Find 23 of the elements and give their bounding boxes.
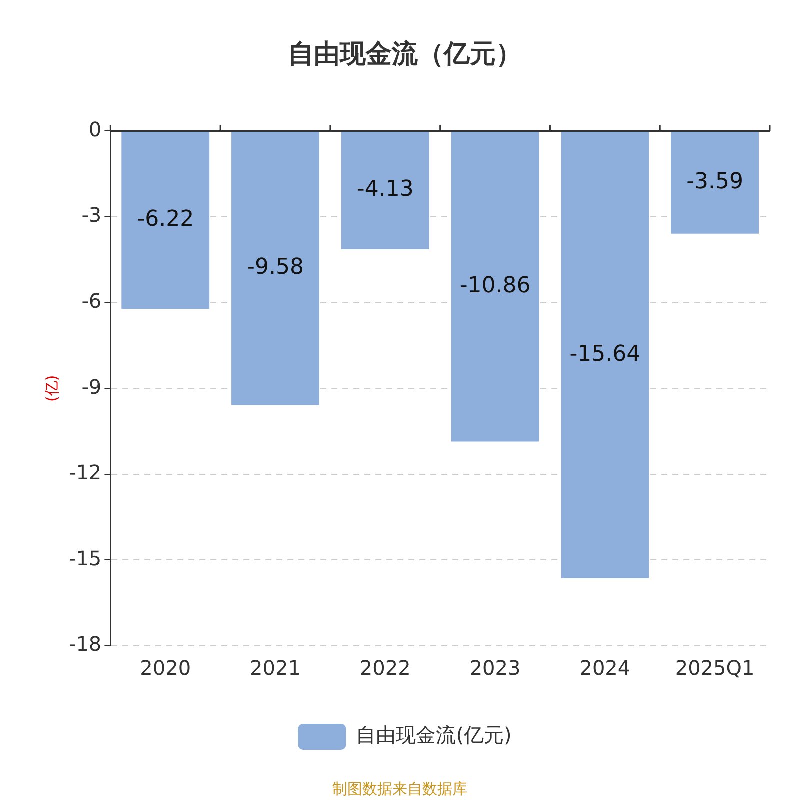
y-tick-label: 0 (88, 117, 102, 142)
y-tick-label: -3 (82, 203, 102, 228)
legend-label: 自由现金流(亿元) (356, 723, 512, 748)
x-tick-label: 2020 (140, 656, 192, 680)
data-label: -15.64 (570, 342, 641, 367)
y-tick-label: -15 (68, 546, 102, 570)
y-tick-label: -9 (82, 374, 102, 399)
data-label: -3.59 (686, 170, 744, 195)
data-label: -9.58 (247, 255, 304, 280)
y-axis-title: (亿) (42, 375, 61, 402)
x-tick-label: 2025Q1 (675, 656, 755, 680)
data-label: -10.86 (460, 273, 531, 298)
chart-title: 自由现金流（亿元） (288, 39, 522, 70)
data-label: -4.13 (356, 177, 414, 202)
x-tick-label: 2022 (360, 656, 411, 680)
y-tick-label: -18 (68, 632, 102, 656)
text: 制图数据来自数据库 (332, 780, 468, 798)
x-tick-label: 2021 (250, 656, 301, 680)
x-tick-label: 2023 (470, 656, 521, 680)
y-tick-label: -6 (82, 289, 102, 314)
y-tick-label: -12 (68, 460, 102, 485)
x-tick-label: 2024 (580, 656, 631, 680)
data-label: -6.22 (137, 207, 194, 232)
